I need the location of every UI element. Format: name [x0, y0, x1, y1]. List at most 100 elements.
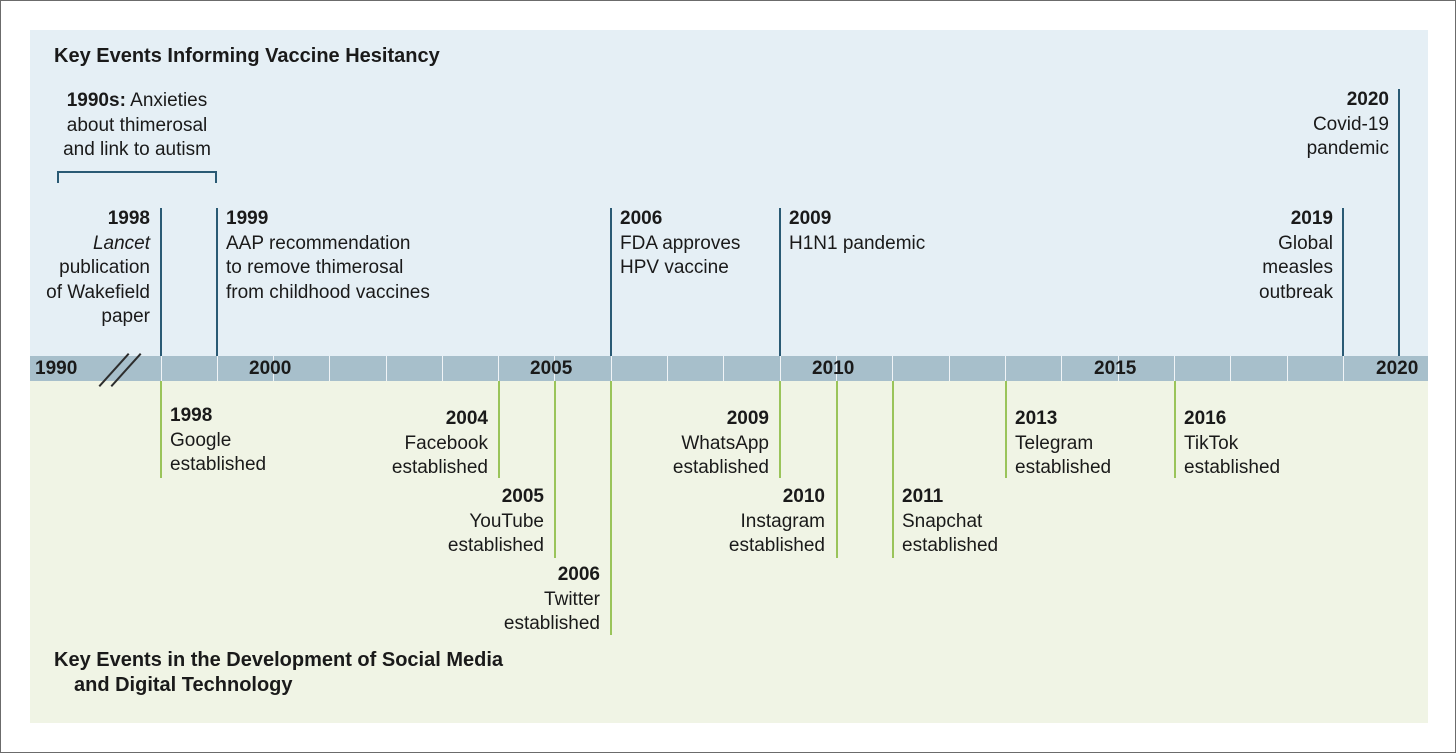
- axis-tick: [329, 356, 330, 381]
- axis-label-2010: 2010: [812, 358, 855, 379]
- axis-tick: [161, 356, 162, 381]
- tech-event-2013: 2013 Telegram established: [1015, 407, 1111, 481]
- vaccine-event-1998: 1998 Lancet publication of Wakefield pap…: [46, 207, 150, 330]
- tech-event-year: 2004: [445, 408, 488, 429]
- decade-note-line3: and link to autism: [63, 139, 211, 160]
- tech-event-line-1998: [160, 381, 162, 478]
- tech-event-text: WhatsApp: [681, 432, 769, 454]
- axis-tick: [1118, 356, 1119, 381]
- axis-tick: [1343, 356, 1344, 381]
- tech-event-2016: 2016 TikTok established: [1184, 407, 1280, 481]
- tech-event-text: YouTube: [469, 510, 544, 532]
- tech-event-line-2004: [498, 381, 500, 478]
- tech-event-text: Twitter: [544, 588, 600, 610]
- axis-tick: [667, 356, 668, 381]
- axis-tick: [1287, 356, 1288, 381]
- vaccine-event-line-2019: [1342, 208, 1344, 356]
- decade-note-1990s: 1990s: Anxieties about thimerosal and li…: [51, 89, 223, 163]
- vaccine-event-year: 2020: [1346, 89, 1389, 110]
- axis-tick: [442, 356, 443, 381]
- timeline-axis: [30, 356, 1428, 381]
- tech-event-1998: 1998 Google established: [170, 404, 266, 478]
- tech-event-2006: 2006 Twitter established: [504, 563, 600, 637]
- vaccine-event-line-1998: [160, 208, 162, 356]
- vaccine-event-year: 2006: [620, 208, 663, 229]
- vaccine-event-1999: 1999 AAP recommendation to remove thimer…: [226, 207, 430, 305]
- vaccine-event-line-2020: [1398, 89, 1400, 356]
- decade-note-line1: Anxieties: [130, 90, 208, 111]
- vaccine-event-text: Global: [1278, 232, 1333, 254]
- vaccine-event-2006: 2006 FDA approves HPV vaccine: [620, 207, 740, 281]
- axis-tick: [1230, 356, 1231, 381]
- vaccine-event-text: to remove thimerosal: [226, 257, 404, 278]
- tech-event-text: established: [902, 535, 999, 556]
- vaccine-event-text: pandemic: [1306, 138, 1389, 159]
- tech-event-2010: 2010 Instagram established: [729, 485, 825, 559]
- tech-event-text: established: [170, 454, 267, 475]
- tech-event-text: Facebook: [404, 432, 488, 454]
- vaccine-event-line-2006: [610, 208, 612, 356]
- tech-event-text: established: [391, 457, 488, 478]
- axis-label-1990: 1990: [35, 358, 78, 379]
- vaccine-event-text: of Wakefield: [46, 281, 150, 303]
- tech-event-text: Telegram: [1015, 432, 1094, 454]
- tech-event-line-2009: [779, 381, 781, 478]
- vaccine-event-year: 2019: [1290, 208, 1333, 229]
- vaccine-hesitancy-panel: [30, 30, 1428, 356]
- vaccine-event-text: HPV vaccine: [620, 257, 729, 278]
- decade-note-year: 1990s:: [66, 90, 126, 111]
- axis-label-2000: 2000: [249, 358, 292, 379]
- vaccine-event-text: measles: [1262, 257, 1333, 278]
- axis-label-2015: 2015: [1094, 358, 1137, 379]
- tech-event-text: established: [672, 457, 769, 478]
- vaccine-event-text: H1N1 pandemic: [789, 232, 926, 254]
- tech-event-2005: 2005 YouTube established: [448, 485, 544, 559]
- vaccine-panel-title: Key Events Informing Vaccine Hesitancy: [54, 45, 440, 67]
- tech-event-line-2011: [892, 381, 894, 558]
- tech-event-2009: 2009 WhatsApp established: [673, 407, 769, 481]
- vaccine-event-line-2009: [779, 208, 781, 356]
- tech-event-line-2016: [1174, 381, 1176, 478]
- vaccine-event-text: FDA approves: [620, 232, 741, 254]
- axis-tick: [554, 356, 555, 381]
- decade-bracket: [57, 171, 217, 183]
- axis-tick: [949, 356, 950, 381]
- tech-event-line-2006: [610, 381, 612, 635]
- axis-tick: [386, 356, 387, 381]
- tech-event-year: 2011: [902, 486, 944, 507]
- vaccine-event-year: 1999: [226, 208, 269, 229]
- vaccine-event-line-1999: [216, 208, 218, 356]
- vaccine-event-2019: 2019 Global measles outbreak: [1259, 207, 1333, 305]
- vaccine-event-text: Lancet: [92, 232, 150, 254]
- tech-event-text: established: [1015, 457, 1112, 478]
- vaccine-event-2009: 2009 H1N1 pandemic: [789, 207, 925, 256]
- axis-label-2020: 2020: [1376, 358, 1419, 379]
- tech-event-2011: 2011 Snapchat established: [902, 485, 998, 559]
- vaccine-event-text: paper: [101, 306, 150, 327]
- tech-event-line-2010: [836, 381, 838, 558]
- tech-event-year: 2006: [557, 564, 600, 585]
- axis-tick: [1174, 356, 1175, 381]
- decade-note-line2: about thimerosal: [66, 114, 208, 136]
- axis-tick: [498, 356, 499, 381]
- axis-tick: [1061, 356, 1062, 381]
- vaccine-event-text: outbreak: [1259, 281, 1333, 303]
- tech-event-text: Instagram: [740, 510, 825, 532]
- vaccine-event-year: 2009: [789, 208, 832, 229]
- tech-event-text: established: [1184, 457, 1281, 478]
- tech-event-2004: 2004 Facebook established: [392, 407, 488, 481]
- tech-event-year: 2009: [726, 408, 769, 429]
- axis-tick: [780, 356, 781, 381]
- tech-event-text: established: [447, 535, 544, 556]
- social-media-panel: [30, 381, 1428, 723]
- tech-event-line-2005: [554, 381, 556, 558]
- tech-event-text: TikTok: [1184, 432, 1239, 454]
- tech-event-year: 2016: [1184, 408, 1227, 429]
- tech-event-year: 2005: [501, 486, 544, 507]
- axis-tick: [611, 356, 612, 381]
- tech-event-year: 2010: [782, 486, 825, 507]
- tech-event-year: 1998: [170, 405, 213, 426]
- tech-event-text: established: [728, 535, 825, 556]
- axis-tick: [836, 356, 837, 381]
